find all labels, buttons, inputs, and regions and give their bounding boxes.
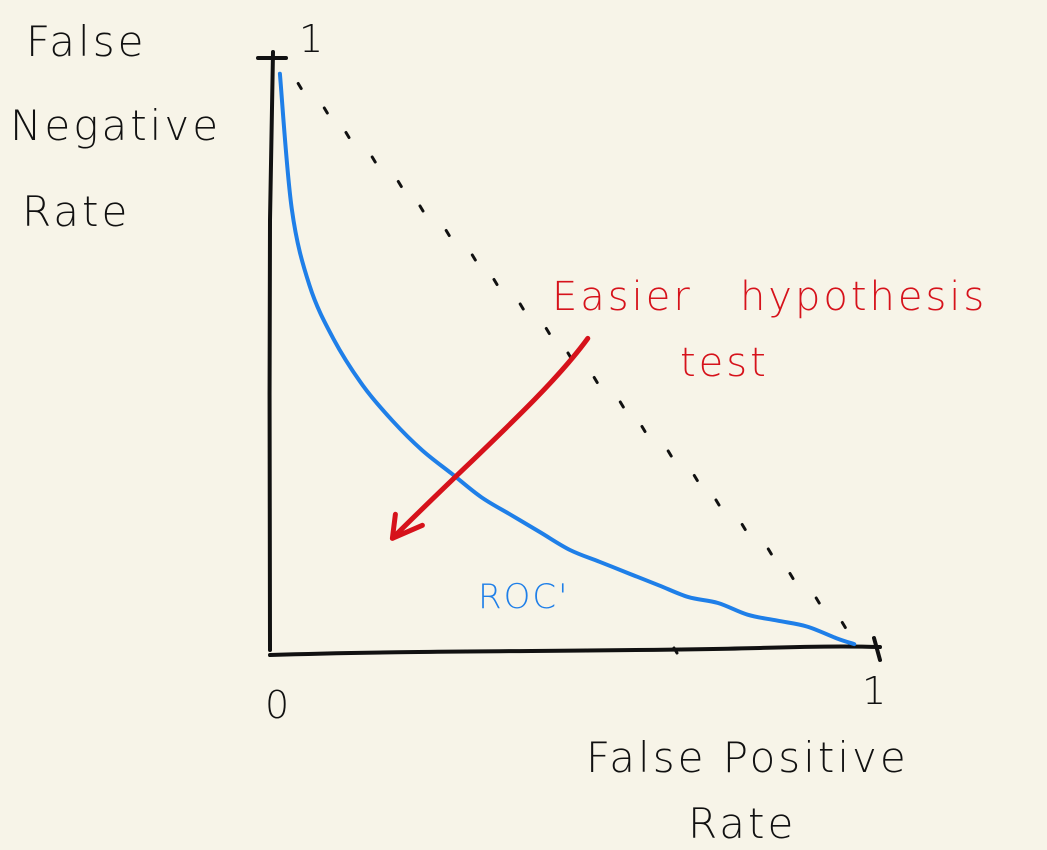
- diagonal-dot: [370, 155, 377, 164]
- annotation-text-line-2: test: [680, 340, 769, 386]
- diagonal-dot: [766, 547, 773, 556]
- diagonal-dot: [840, 621, 847, 629]
- x-axis-title-line-1: False Positive: [586, 733, 909, 782]
- annotation-text: Easier hypothesis test: [552, 274, 1003, 386]
- x-axis-tick-1: 1: [862, 669, 886, 713]
- annotation-text-line-1: Easier hypothesis: [552, 274, 987, 320]
- diagonal-dot: [714, 498, 721, 507]
- diagonal-dot: [592, 376, 599, 384]
- x-axis-right-tick: [872, 636, 882, 662]
- diagonal-dot: [470, 253, 477, 262]
- x-axis-title: False Positive Rate: [586, 733, 925, 848]
- x-axis-line: [268, 644, 882, 657]
- diagonal-dot: [544, 327, 551, 335]
- roc-curve: [277, 71, 857, 647]
- annotation-arrow-shaft: [389, 335, 591, 541]
- diagonal-dot: [492, 278, 499, 286]
- diagonal-dot: [740, 523, 747, 531]
- roc-series-label: ROC': [478, 577, 569, 617]
- x-axis-minor-mark: [672, 646, 679, 655]
- diagonal-dot: [296, 82, 303, 90]
- y-axis-title: False Negative Rate: [10, 17, 237, 236]
- diagonal-dot: [418, 204, 425, 213]
- annotation-arrow-head: [389, 511, 425, 541]
- diagonal-dot: [344, 131, 351, 139]
- diagonal-dot: [788, 572, 795, 580]
- annotation-arrow: [389, 335, 591, 541]
- diagonal-dot: [692, 474, 699, 482]
- y-axis-tick-1: 1: [299, 17, 323, 61]
- y-axis-line: [267, 50, 275, 652]
- x-axis-title-line-2: Rate: [688, 799, 796, 848]
- diagonal-dot: [518, 302, 525, 311]
- y-axis-title-line-2: Negative: [10, 101, 221, 150]
- diagonal-dot: [666, 449, 673, 458]
- y-axis-title-line-3: Rate: [22, 187, 130, 236]
- y-axis-title-line-1: False: [26, 17, 146, 66]
- diagonal-dot: [618, 400, 625, 409]
- x-axis-tick-0: 0: [265, 683, 289, 727]
- diagonal-dot: [444, 229, 451, 237]
- diagonal-dot: [640, 425, 647, 433]
- diagonal-dot: [322, 106, 329, 115]
- diagonal-dot: [814, 596, 821, 605]
- diagonal-dot: [396, 180, 403, 188]
- chance-diagonal-dotted-line: [296, 82, 847, 629]
